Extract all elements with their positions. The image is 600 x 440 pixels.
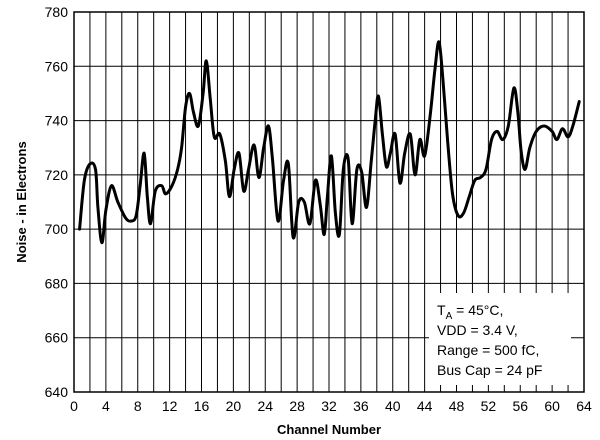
annotation-line: TA = 45°C, [437, 302, 503, 322]
x-tick-label: 0 [70, 398, 78, 414]
annotation-line: Range = 500 fC, [437, 342, 539, 358]
y-tick-label: 680 [45, 275, 69, 291]
series-line-0 [78, 40, 581, 245]
y-tick-label: 720 [45, 167, 69, 183]
y-tick-label: 760 [45, 58, 69, 74]
x-tick-label: 24 [257, 398, 273, 414]
x-tick-label: 40 [385, 398, 401, 414]
annotation-line: VDD = 3.4 V, [437, 322, 518, 338]
x-tick-label: 44 [417, 398, 433, 414]
y-tick-label: 660 [45, 330, 69, 346]
x-tick-label: 8 [134, 398, 142, 414]
x-tick-label: 4 [102, 398, 110, 414]
annotation-line: Bus Cap = 24 pF [437, 362, 542, 378]
y-tick-label: 740 [45, 113, 69, 129]
x-axis-label: Channel Number [277, 422, 381, 437]
x-tick-labels: 0 4 8 12 16 20 24 28 32 36 40 44 48 52 56 60 64 [70, 398, 592, 414]
x-tick-label: 60 [544, 398, 560, 414]
x-tick-label: 48 [449, 398, 465, 414]
x-tick-label: 64 [576, 398, 592, 414]
series-layer [78, 40, 581, 245]
x-tick-label: 20 [226, 398, 242, 414]
x-tick-label: 16 [194, 398, 210, 414]
x-tick-label: 52 [481, 398, 497, 414]
x-tick-label: 12 [162, 398, 178, 414]
y-tick-label: 640 [45, 384, 69, 400]
y-tick-label: 700 [45, 221, 69, 237]
x-tick-label: 36 [353, 398, 369, 414]
conditions-annotation: TA = 45°C,VDD = 3.4 V, Range = 500 fC, Bus… [429, 293, 571, 385]
x-tick-label: 32 [321, 398, 337, 414]
x-tick-label: 56 [512, 398, 528, 414]
y-axis-label: Noise - in Electrons [14, 141, 29, 262]
y-tick-labels: 640 660 680 700 720 740 760 780 [45, 4, 69, 400]
annotation-box [429, 293, 571, 385]
x-tick-label: 28 [289, 398, 305, 414]
y-tick-label: 780 [45, 4, 69, 20]
plot-frame [73, 11, 585, 393]
